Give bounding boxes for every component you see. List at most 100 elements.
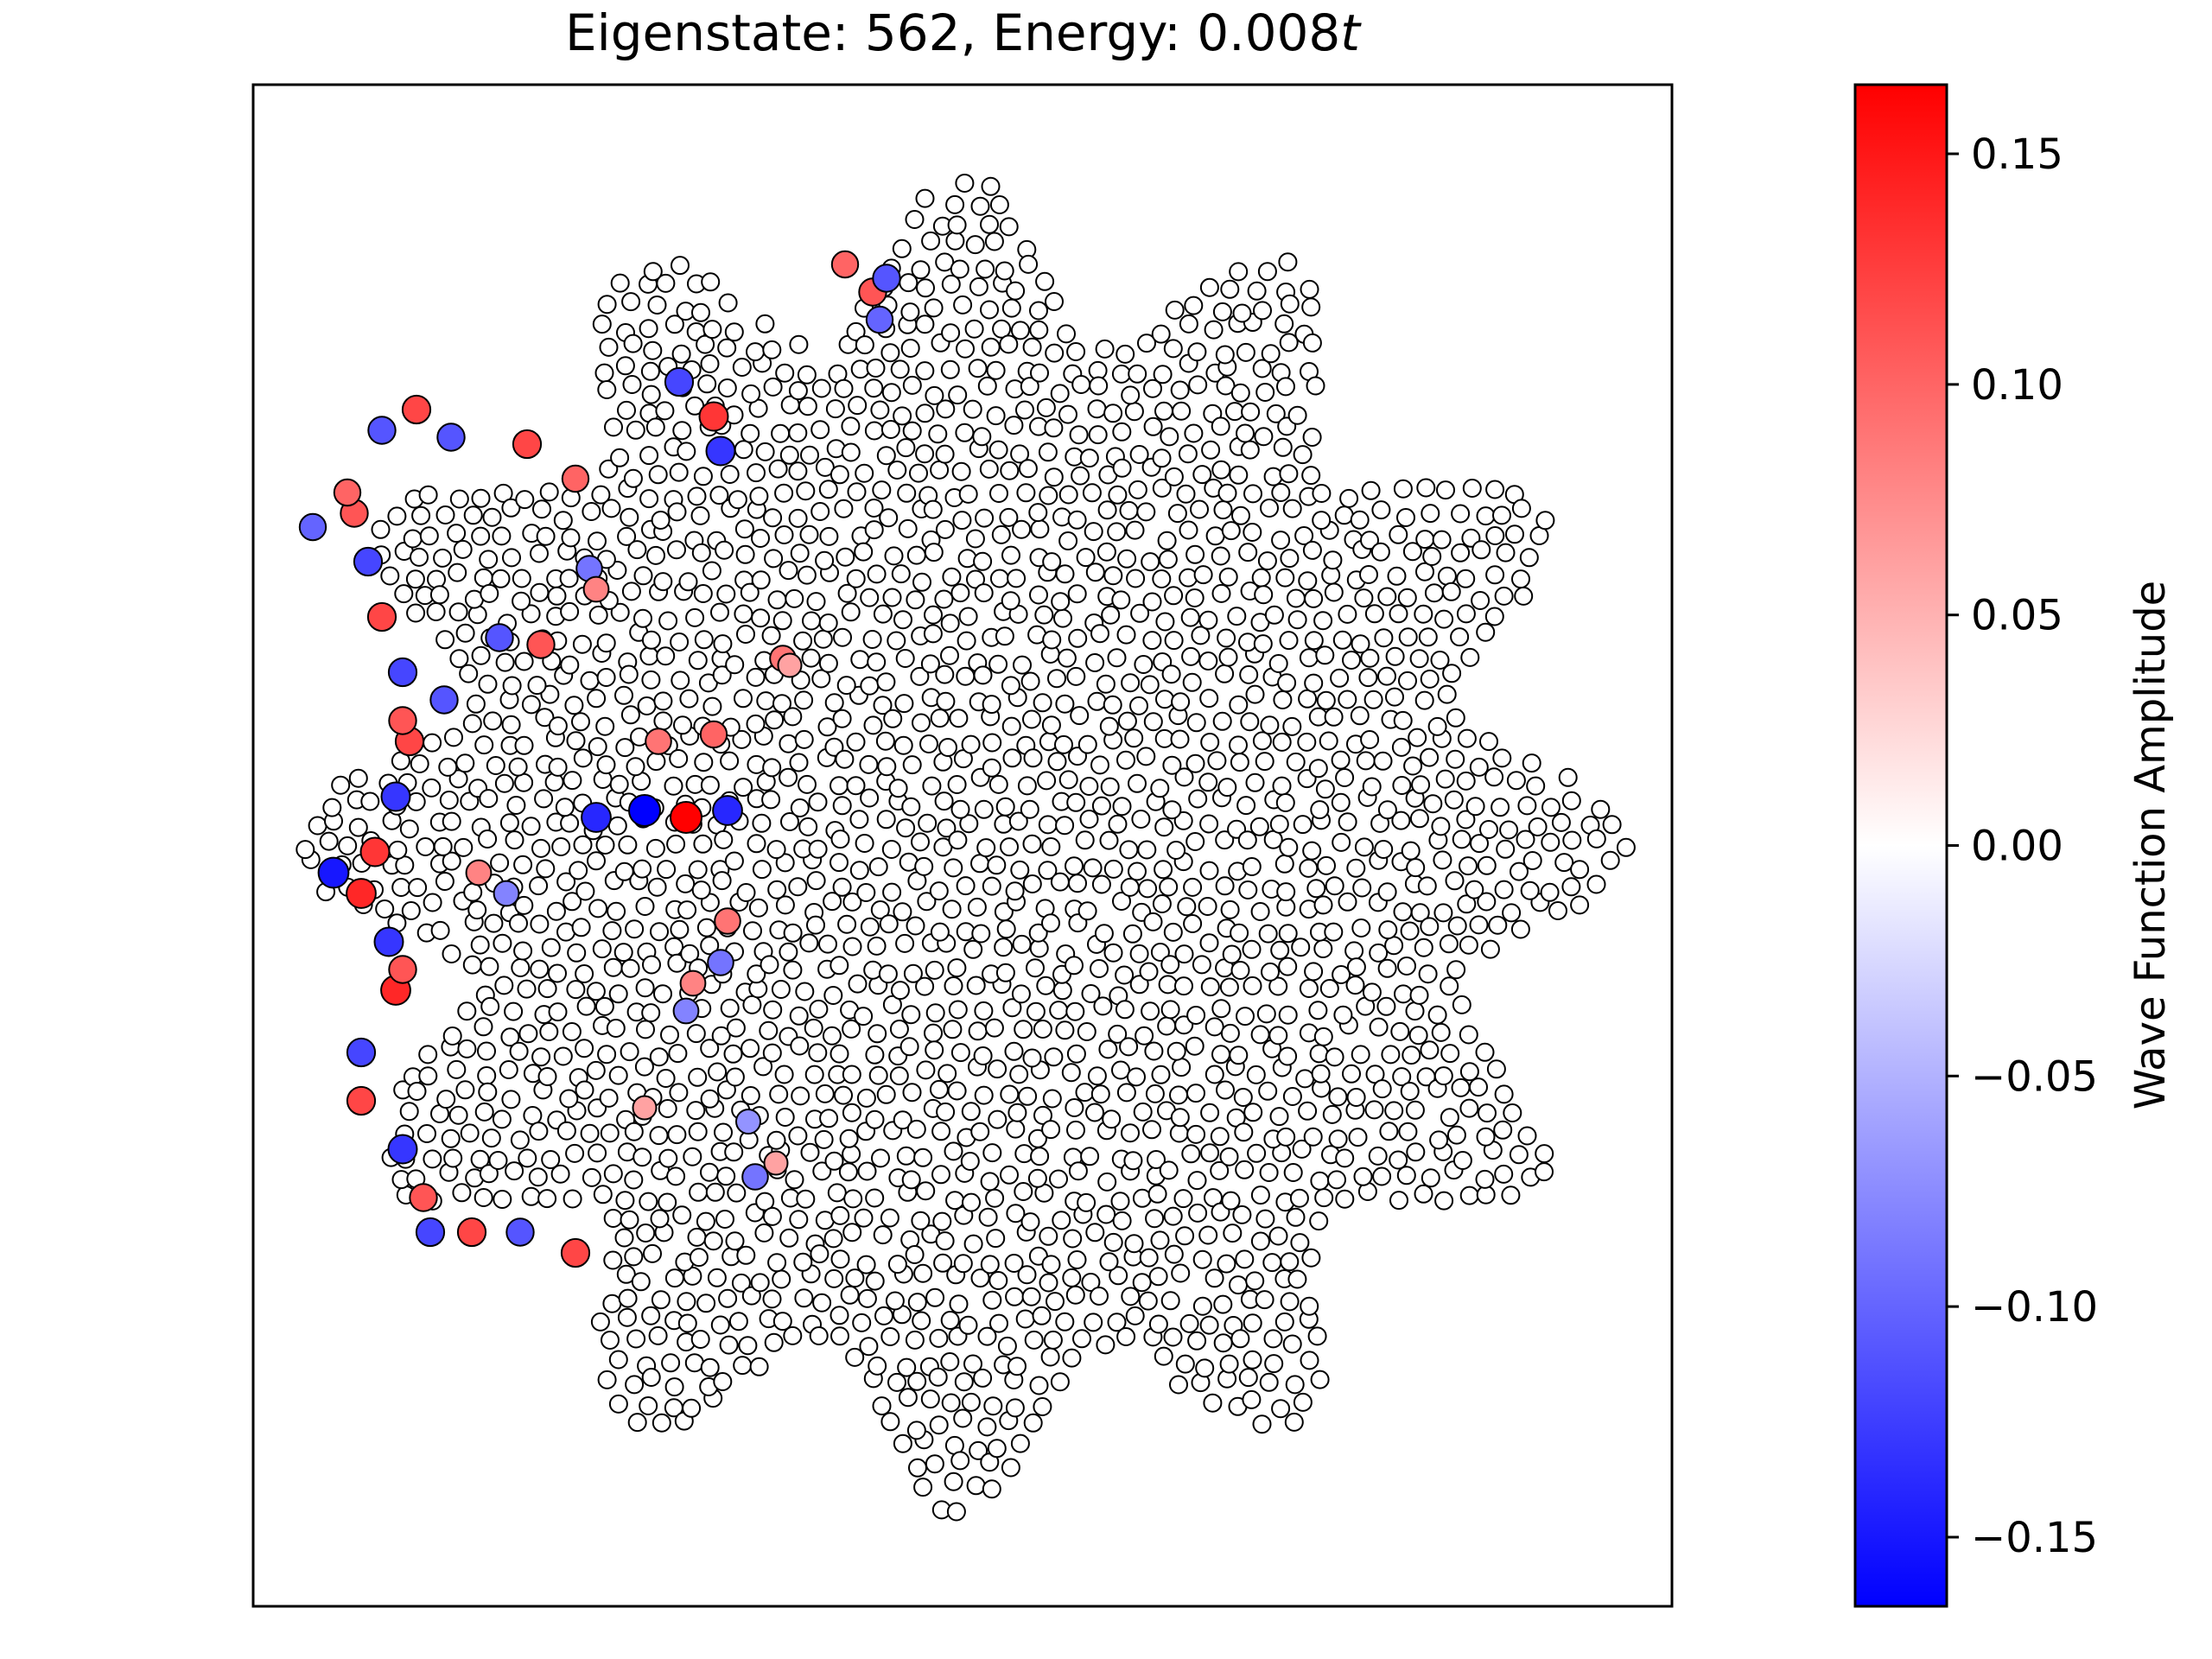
lattice-site <box>1431 817 1451 836</box>
lattice-site <box>1261 962 1280 982</box>
lattice-site <box>708 1062 728 1082</box>
lattice-site <box>842 892 862 912</box>
lattice-site <box>1313 1027 1333 1046</box>
lattice-site <box>1284 1412 1304 1432</box>
lattice-site <box>1172 1058 1192 1077</box>
lattice-site <box>1219 1147 1239 1166</box>
plot-frame <box>251 83 1674 1608</box>
lattice-site <box>399 819 419 839</box>
lattice-site <box>702 696 722 716</box>
lattice-site <box>788 508 808 528</box>
lattice-site <box>747 834 766 854</box>
lattice-site <box>1279 631 1299 651</box>
lattice-site <box>618 1288 638 1308</box>
lattice-site <box>452 1183 472 1203</box>
lattice-site <box>537 979 557 999</box>
lattice-site <box>859 1337 879 1357</box>
lattice-site <box>1423 794 1443 814</box>
lattice-site <box>741 1086 760 1105</box>
lattice-site <box>906 1119 926 1139</box>
lattice-site <box>1172 401 1192 421</box>
lattice-site <box>1121 673 1141 693</box>
lattice-site <box>1376 996 1396 1016</box>
amplitude-site <box>735 1109 761 1135</box>
lattice-site <box>617 526 637 546</box>
lattice-site <box>867 936 887 956</box>
lattice-site <box>1129 696 1148 715</box>
lattice-site <box>1240 440 1260 460</box>
lattice-site <box>527 676 547 696</box>
lattice-site <box>901 797 921 817</box>
lattice-site <box>1198 652 1218 671</box>
lattice-site <box>1516 830 1535 849</box>
lattice-site <box>944 976 963 995</box>
lattice-site <box>1279 837 1299 857</box>
lattice-site <box>1075 1083 1095 1103</box>
lattice-site <box>1143 712 1163 732</box>
lattice-site <box>961 1102 981 1122</box>
lattice-site <box>832 877 852 897</box>
lattice-site <box>566 731 586 751</box>
lattice-site <box>887 1372 906 1392</box>
lattice-site <box>532 499 551 519</box>
lattice-site <box>1065 956 1084 976</box>
lattice-site <box>1285 1375 1305 1395</box>
lattice-site <box>1198 610 1218 630</box>
amplitude-site <box>698 401 729 432</box>
lattice-site <box>1338 892 1357 912</box>
lattice-site <box>1437 684 1457 704</box>
lattice-site <box>1093 996 1113 1016</box>
lattice-site <box>988 1059 1007 1079</box>
lattice-site <box>1392 776 1412 795</box>
lattice-site <box>907 1371 927 1391</box>
lattice-site <box>870 400 890 420</box>
lattice-site <box>1192 1249 1212 1269</box>
lattice-site <box>1120 877 1140 897</box>
lattice-site <box>1446 749 1465 769</box>
lattice-site <box>1389 1150 1408 1170</box>
lattice-site <box>1030 363 1049 383</box>
lattice-site <box>664 1268 684 1288</box>
lattice-site <box>1167 504 1187 524</box>
lattice-site <box>871 1148 890 1168</box>
lattice-site <box>738 1336 758 1356</box>
lattice-site <box>1002 748 1022 768</box>
lattice-site <box>608 1065 628 1085</box>
lattice-site <box>1004 416 1024 435</box>
lattice-site <box>1291 938 1311 957</box>
lattice-site <box>637 696 657 715</box>
lattice-site <box>1128 773 1147 793</box>
lattice-site <box>1111 1060 1130 1080</box>
lattice-site <box>664 315 684 334</box>
lattice-site <box>1159 1160 1179 1180</box>
lattice-site <box>1083 858 1103 878</box>
lattice-site <box>1174 944 1194 964</box>
lattice-site <box>1123 1151 1143 1171</box>
lattice-site <box>514 652 534 671</box>
lattice-site <box>399 1102 419 1122</box>
colorbar-tick-label: 0.00 <box>1971 823 2063 871</box>
lattice-site <box>656 273 676 293</box>
lattice-site <box>811 669 831 689</box>
lattice-site <box>438 757 458 777</box>
lattice-site <box>541 1150 561 1169</box>
lattice-site <box>1541 832 1560 852</box>
lattice-site <box>1446 960 1466 980</box>
lattice-site <box>1181 646 1201 666</box>
lattice-site <box>1313 939 1333 958</box>
lattice-site <box>1185 544 1205 564</box>
colorbar-tick-label: 0.10 <box>1971 361 2063 410</box>
lattice-site <box>771 423 791 443</box>
lattice-site <box>1247 281 1267 301</box>
lattice-site <box>802 611 821 631</box>
amplitude-site <box>465 859 493 887</box>
lattice-site <box>809 999 829 1019</box>
lattice-site <box>555 798 575 817</box>
lattice-site <box>872 1396 892 1416</box>
lattice-site <box>723 1044 743 1064</box>
lattice-site <box>1242 939 1262 959</box>
lattice-site <box>794 729 814 749</box>
lattice-site <box>800 445 819 465</box>
lattice-site <box>1600 850 1620 870</box>
lattice-site <box>948 830 968 850</box>
